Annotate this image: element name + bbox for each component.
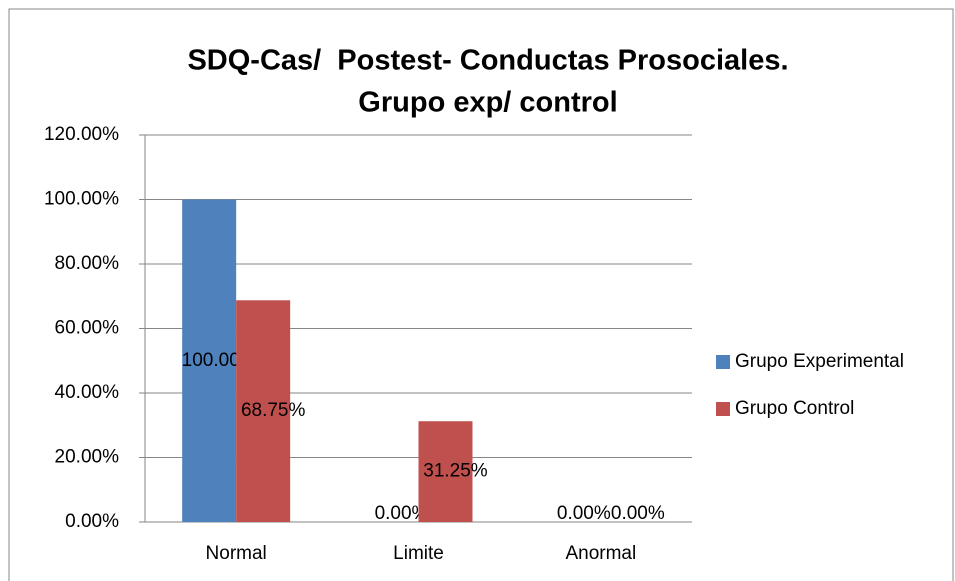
y-tick-label: 120.00% <box>44 124 119 145</box>
x-tick-label: Anormal <box>565 543 636 564</box>
data-label: 0.00% <box>375 503 429 524</box>
data-label: 31.25% <box>423 461 488 482</box>
legend-swatch <box>716 355 730 369</box>
y-tick-label: 80.00% <box>55 253 120 274</box>
legend-label: Grupo Control <box>735 398 854 419</box>
x-tick-label: Limite <box>393 543 444 564</box>
y-tick-label: 100.00% <box>44 189 119 210</box>
bar <box>236 300 291 522</box>
legend-label: Grupo Experimental <box>735 351 904 372</box>
legend-swatch <box>716 402 730 416</box>
bar <box>418 421 473 522</box>
y-tick-label: 0.00% <box>65 511 119 532</box>
y-tick-label: 60.00% <box>55 318 120 339</box>
bar <box>182 199 237 522</box>
data-label: 68.75% <box>241 400 306 421</box>
x-tick-label: Normal <box>206 543 267 564</box>
chart-title: SDQ-Cas/ Postest- Conductas Prosociales. <box>187 45 788 77</box>
y-tick-label: 20.00% <box>55 447 120 468</box>
data-label: 0.00% <box>557 503 611 524</box>
chart-border <box>8 8 954 581</box>
chart-title: Grupo exp/ control <box>358 87 617 119</box>
data-label: 0.00% <box>611 503 665 524</box>
y-tick-label: 40.00% <box>55 382 120 403</box>
